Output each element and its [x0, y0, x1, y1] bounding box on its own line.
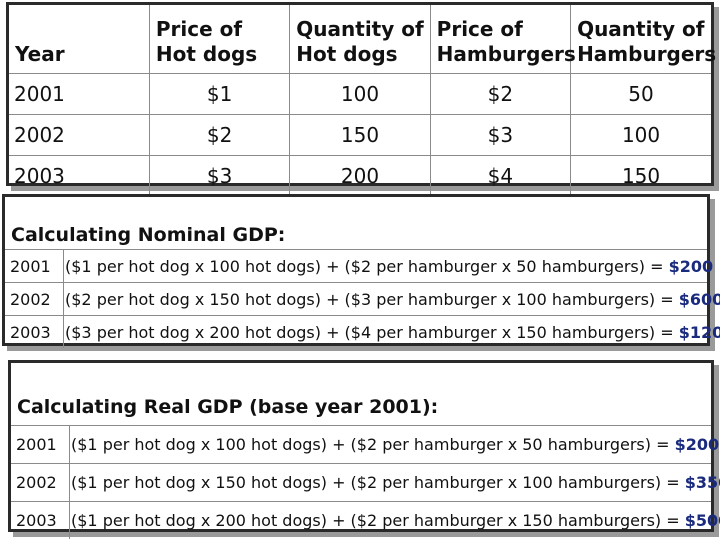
cell-year: 2003: [9, 155, 150, 196]
cell-quantity-hamburgers: 100: [570, 114, 711, 156]
header-line: Hamburgers: [577, 42, 717, 66]
cell-quantity-hamburgers: 150: [570, 155, 711, 196]
header-line: Hot dogs: [155, 42, 258, 66]
table-row: 2002 $2 150 $3 100: [9, 114, 711, 156]
cell-price-hamburgers: $3: [429, 114, 572, 156]
calc-formula: ($3 per hot dog x 200 hot dogs) + ($4 pe…: [65, 322, 679, 342]
price-quantity-table: Year Price of Hot dogs Quantity of Hot dog…: [9, 5, 716, 196]
calc-year: 2001: [5, 249, 64, 283]
calc-year: 2003: [11, 501, 70, 539]
real-gdp-title: Calculating Real GDP (base year 2001):: [17, 396, 439, 418]
table-row: 2001 ($1 per hot dog x 100 hot dogs) + (…: [5, 249, 713, 283]
calc-expression: ($1 per hot dog x 100 hot dogs) + ($2 pe…: [63, 249, 713, 283]
nominal-gdp-table: 2001 ($1 per hot dog x 100 hot dogs) + (…: [5, 249, 720, 348]
calc-formula: ($1 per hot dog x 100 hot dogs) + ($2 pe…: [65, 256, 669, 276]
cell-price-hotdogs: $1: [148, 73, 291, 115]
calc-result: $500: [684, 511, 720, 530]
cell-quantity-hotdogs: 150: [289, 114, 431, 156]
header-line: Price of: [436, 17, 523, 41]
header-price-hotdogs: Price of Hot dogs: [148, 5, 291, 74]
calc-expression: ($3 per hot dog x 200 hot dogs) + ($4 pe…: [63, 315, 720, 348]
calc-formula: ($2 per hot dog x 150 hot dogs) + ($3 pe…: [65, 289, 679, 309]
header-line: Hot dogs: [296, 42, 398, 66]
calc-result: $200: [668, 256, 714, 276]
cell-price-hotdogs: $3: [148, 155, 291, 196]
real-gdp-table: 2001 ($1 per hot dog x 100 hot dogs) + (…: [11, 425, 720, 539]
header-row: Year Price of Hot dogs Quantity of Hot dog…: [9, 5, 716, 74]
calc-expression: ($2 per hot dog x 150 hot dogs) + ($3 pe…: [63, 282, 720, 316]
table-row: 2002 ($2 per hot dog x 150 hot dogs) + (…: [5, 282, 720, 316]
calc-expression: ($1 per hot dog x 200 hot dogs) + ($2 pe…: [69, 501, 720, 539]
cell-quantity-hamburgers: 50: [570, 73, 711, 115]
calc-expression: ($1 per hot dog x 100 hot dogs) + ($2 pe…: [69, 425, 719, 464]
nominal-gdp-panel: Calculating Nominal GDP: 2001 ($1 per ho…: [2, 194, 720, 348]
cell-year: 2002: [9, 114, 150, 156]
calc-result: $200: [674, 435, 720, 454]
table-row: 2003 ($1 per hot dog x 200 hot dogs) + (…: [11, 501, 720, 539]
header-quantity-hotdogs: Quantity of Hot dogs: [289, 5, 431, 74]
cell-quantity-hotdogs: 200: [289, 155, 431, 196]
calc-result: $350: [684, 473, 720, 492]
header-line: Quantity of: [296, 17, 424, 41]
calc-formula: ($1 per hot dog x 150 hot dogs) + ($2 pe…: [71, 473, 685, 492]
calc-year: 2001: [11, 425, 70, 464]
header-line: Hamburgers: [436, 42, 576, 66]
cell-price-hotdogs: $2: [148, 114, 291, 156]
price-quantity-panel: Year Price of Hot dogs Quantity of Hot dog…: [6, 2, 716, 196]
cell-quantity-hotdogs: 100: [289, 73, 431, 115]
table-row: 2001 $1 100 $2 50: [9, 73, 711, 115]
cell-price-hamburgers: $2: [429, 73, 572, 115]
table-row: 2003 $3 200 $4 150: [9, 155, 711, 196]
header-line: Price of: [155, 17, 243, 41]
real-gdp-panel: Calculating Real GDP (base year 2001): 2…: [8, 360, 720, 539]
calc-formula: ($1 per hot dog x 100 hot dogs) + ($2 pe…: [71, 435, 675, 454]
table-row: 2003 ($3 per hot dog x 200 hot dogs) + (…: [5, 315, 720, 348]
cell-price-hamburgers: $4: [429, 155, 572, 196]
header-year-label: Year: [15, 42, 65, 66]
nominal-gdp-title: Calculating Nominal GDP:: [11, 224, 286, 246]
header-year: Year: [9, 5, 150, 74]
calc-year: 2003: [5, 315, 64, 348]
calc-year: 2002: [5, 282, 64, 316]
cell-year: 2001: [9, 73, 150, 115]
table-row: 2002 ($1 per hot dog x 150 hot dogs) + (…: [11, 463, 720, 502]
calc-expression: ($1 per hot dog x 150 hot dogs) + ($2 pe…: [69, 463, 720, 502]
calc-formula: ($1 per hot dog x 200 hot dogs) + ($2 pe…: [71, 511, 685, 530]
table-row: 2001 ($1 per hot dog x 100 hot dogs) + (…: [11, 425, 719, 464]
header-line: Quantity of: [577, 17, 705, 41]
calc-result: $600: [678, 289, 720, 309]
header-price-hamburgers: Price of Hamburgers: [429, 5, 576, 74]
calc-result: $1200: [678, 322, 720, 342]
header-quantity-hamburgers: Quantity of Hamburgers: [570, 5, 716, 74]
calc-year: 2002: [11, 463, 70, 502]
